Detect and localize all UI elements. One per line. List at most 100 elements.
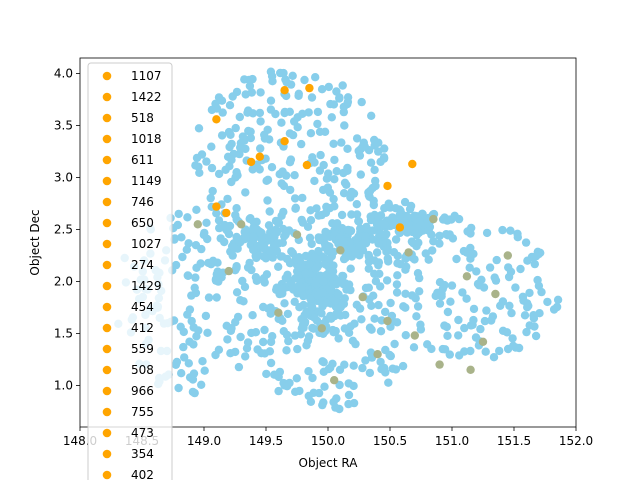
data-point (317, 309, 326, 318)
data-point (307, 302, 317, 312)
data-point (214, 216, 224, 225)
data-point (406, 201, 416, 211)
data-point (340, 294, 349, 303)
data-point (330, 376, 339, 385)
data-point (232, 204, 241, 213)
data-point (260, 134, 270, 143)
data-point (416, 320, 425, 329)
data-point (172, 357, 182, 367)
data-point (442, 230, 451, 239)
data-point (488, 312, 498, 321)
x-axis-label: Object RA (299, 456, 359, 470)
data-point (344, 390, 354, 400)
data-point (282, 330, 292, 340)
data-point (391, 204, 400, 213)
data-point (404, 224, 414, 233)
data-point (480, 316, 490, 326)
data-point (223, 335, 232, 344)
data-point (197, 380, 206, 389)
data-point (401, 289, 410, 298)
data-point (357, 97, 366, 107)
data-point (286, 80, 296, 89)
data-point (415, 217, 424, 226)
data-point (438, 284, 447, 293)
data-point (330, 175, 339, 184)
data-point (443, 216, 452, 225)
data-point (365, 295, 374, 304)
data-point (286, 155, 296, 164)
legend-marker (102, 197, 112, 207)
data-point (243, 338, 253, 347)
data-point (274, 262, 283, 271)
data-point (295, 303, 304, 312)
data-point (231, 210, 240, 220)
data-point (376, 357, 385, 367)
data-point (401, 265, 410, 274)
data-point (185, 305, 195, 314)
data-point (356, 224, 365, 233)
data-point (316, 150, 325, 160)
data-point (506, 267, 516, 276)
data-point (295, 386, 304, 396)
data-point (311, 73, 320, 82)
data-point (370, 256, 379, 265)
data-point (298, 193, 307, 203)
data-point (235, 112, 244, 122)
data-point (380, 144, 389, 153)
data-point (364, 264, 373, 273)
data-point (516, 264, 525, 274)
data-point (195, 168, 204, 177)
data-point (262, 369, 271, 379)
data-point (304, 332, 314, 341)
data-point (273, 218, 283, 227)
data-point (318, 288, 327, 297)
legend-label: 746 (131, 195, 154, 209)
data-point (329, 100, 339, 109)
y-tick-label: 1.0 (54, 378, 73, 392)
data-point (187, 291, 196, 300)
data-point (375, 229, 385, 239)
data-point (358, 363, 367, 373)
data-point (266, 96, 276, 105)
data-point (280, 137, 289, 146)
data-point (424, 226, 433, 235)
data-point (294, 89, 303, 99)
legend-label: 412 (131, 321, 154, 335)
data-point (415, 287, 424, 296)
data-point (447, 281, 457, 290)
data-point (285, 107, 294, 117)
data-point (300, 311, 309, 320)
legend-label: 518 (131, 111, 154, 125)
data-point (359, 138, 368, 147)
data-point (263, 196, 272, 205)
data-point (491, 289, 500, 299)
data-point (296, 330, 306, 339)
data-point (247, 328, 256, 338)
data-point (227, 177, 236, 187)
data-point (310, 176, 319, 186)
data-point (352, 200, 361, 209)
data-point (202, 157, 211, 166)
y-tick-label: 4.0 (54, 67, 73, 81)
data-point (332, 167, 341, 176)
legend-marker (102, 428, 112, 438)
data-point (292, 374, 301, 383)
data-point (231, 266, 240, 275)
data-point (336, 246, 345, 255)
data-point (236, 332, 245, 342)
legend-marker (102, 470, 112, 480)
data-point (241, 352, 250, 361)
data-point (177, 233, 186, 242)
data-point (374, 300, 383, 310)
data-point (283, 270, 292, 279)
data-point (190, 388, 199, 398)
data-point (282, 346, 291, 355)
data-point (193, 220, 202, 229)
data-point (256, 117, 265, 126)
data-point (248, 232, 258, 241)
data-point (496, 301, 505, 310)
data-point (466, 365, 475, 374)
data-point (208, 256, 218, 265)
data-point (502, 328, 512, 337)
data-point (280, 299, 289, 308)
